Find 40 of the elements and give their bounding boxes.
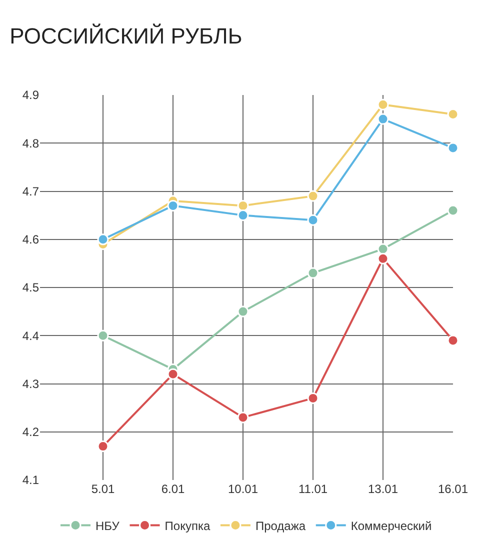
point (167, 200, 179, 212)
legend-label: Продажа (255, 518, 306, 533)
point (307, 190, 319, 202)
y-tick-label: 4.4 (22, 328, 40, 343)
point (377, 252, 389, 264)
x-tick-label: 13.01 (368, 482, 398, 496)
point (237, 412, 249, 424)
y-tick-label: 4.1 (22, 473, 40, 488)
point (377, 113, 389, 125)
point (237, 306, 249, 318)
point (447, 108, 459, 120)
chart-title: РОССИЙСКИЙ РУБЛЬ (10, 23, 242, 48)
point (447, 334, 459, 346)
x-tick-label: 5.01 (91, 482, 115, 496)
legend-label: НБУ (96, 518, 120, 533)
point (97, 330, 109, 342)
legend-label: Покупка (164, 518, 210, 533)
y-tick-label: 4.2 (22, 425, 40, 440)
x-tick-label: 10.01 (228, 482, 258, 496)
point (307, 267, 319, 279)
point (447, 204, 459, 216)
point (307, 392, 319, 404)
point (377, 98, 389, 110)
point (97, 234, 109, 246)
y-tick-label: 4.5 (22, 280, 40, 295)
point (167, 368, 179, 380)
point (307, 214, 319, 226)
point (447, 142, 459, 154)
point (237, 200, 249, 212)
x-tick-label: 11.01 (298, 482, 328, 496)
point (97, 440, 109, 452)
y-tick-label: 4.6 (22, 232, 40, 247)
y-tick-label: 4.9 (22, 88, 40, 102)
x-tick-label: 16.01 (438, 482, 468, 496)
y-tick-label: 4.8 (22, 136, 40, 150)
legend-label: Коммерческий (350, 518, 432, 533)
y-tick-label: 4.3 (22, 376, 40, 391)
point (237, 210, 249, 222)
y-tick-label: 4.7 (22, 184, 40, 198)
x-tick-label: 6.01 (161, 482, 185, 496)
